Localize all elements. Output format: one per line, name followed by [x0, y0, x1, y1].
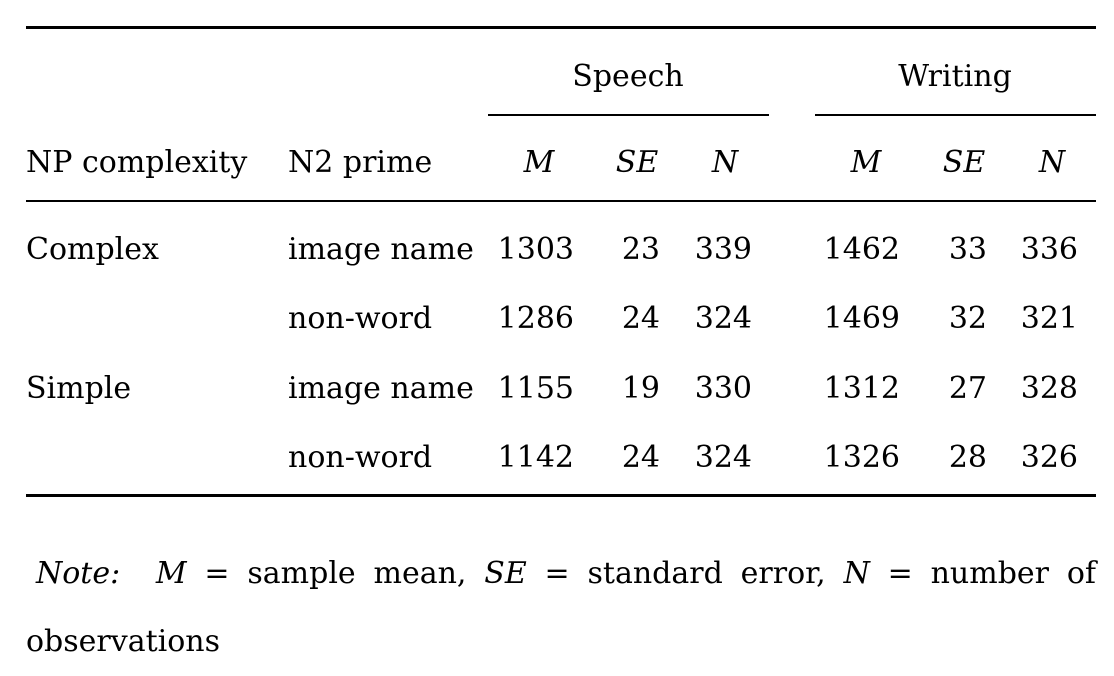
- col-header-speech-se: SE: [615, 145, 659, 180]
- col-header-speech-n: N: [711, 145, 739, 180]
- table-cell-speech-se: 23: [621, 232, 660, 267]
- table-cell-prime: non-word: [288, 440, 433, 475]
- writing-cmidrule: [815, 114, 1096, 116]
- note-n-symbol: N: [843, 556, 870, 591]
- col-header-np-complexity: NP complexity: [26, 145, 248, 180]
- table-cell-writing-n: 326: [1020, 440, 1078, 475]
- note-m-description: = sample mean,: [186, 556, 485, 591]
- table-cell-writing-n: 336: [1020, 232, 1078, 267]
- table-cell-writing-m: 1326: [823, 440, 900, 475]
- table-cell-speech-se: 24: [621, 440, 660, 475]
- note-se-symbol: SE: [484, 556, 527, 591]
- table-top-rule: [26, 26, 1096, 29]
- table-cell-speech-n: 330: [694, 371, 752, 406]
- col-header-writing-se: SE: [942, 145, 986, 180]
- table-cell-writing-n: 328: [1020, 371, 1078, 406]
- table-cell-writing-se: 27: [948, 371, 987, 406]
- table-header-rule: [26, 200, 1096, 202]
- table-cell-writing-se: 28: [948, 440, 987, 475]
- table-cell-writing-se: 32: [948, 301, 987, 336]
- table-cell-speech-n: 339: [694, 232, 752, 267]
- table-cell-speech-n: 324: [694, 301, 752, 336]
- table-cell-writing-m: 1462: [823, 232, 900, 267]
- table-cell-prime: image name: [288, 232, 474, 267]
- note-n-description: = number of observations: [26, 556, 1096, 659]
- table-cell-writing-m: 1312: [823, 371, 900, 406]
- table-cell-writing-m: 1469: [823, 301, 900, 336]
- table-cell-speech-m: 1142: [497, 440, 574, 475]
- table-cell-speech-n: 324: [694, 440, 752, 475]
- col-header-speech-m: M: [523, 145, 555, 180]
- table-cell-speech-m: 1286: [497, 301, 574, 336]
- note-se-description: = standard error,: [526, 556, 844, 591]
- group-header-speech: Speech: [572, 59, 684, 94]
- table-cell-speech-se: 19: [621, 371, 660, 406]
- table-cell-writing-se: 33: [948, 232, 987, 267]
- table-cell-speech-m: 1155: [497, 371, 574, 406]
- table-cell-np: Simple: [26, 371, 132, 406]
- note-label: Note:: [36, 556, 121, 591]
- speech-cmidrule: [488, 114, 769, 116]
- table-cell-speech-m: 1303: [497, 232, 574, 267]
- table-cell-prime: non-word: [288, 301, 433, 336]
- group-header-writing: Writing: [898, 59, 1012, 94]
- col-header-writing-m: M: [850, 145, 882, 180]
- table-bottom-rule: [26, 494, 1096, 497]
- table-cell-np: Complex: [26, 232, 159, 267]
- table-cell-writing-n: 321: [1020, 301, 1078, 336]
- table-cell-speech-se: 24: [621, 301, 660, 336]
- col-header-writing-n: N: [1038, 145, 1066, 180]
- note-m-symbol: M: [155, 556, 187, 591]
- table-note: Note: M = sample mean, SE = standard err…: [26, 540, 1096, 676]
- col-header-n2-prime: N2 prime: [288, 145, 433, 180]
- table-cell-prime: image name: [288, 371, 474, 406]
